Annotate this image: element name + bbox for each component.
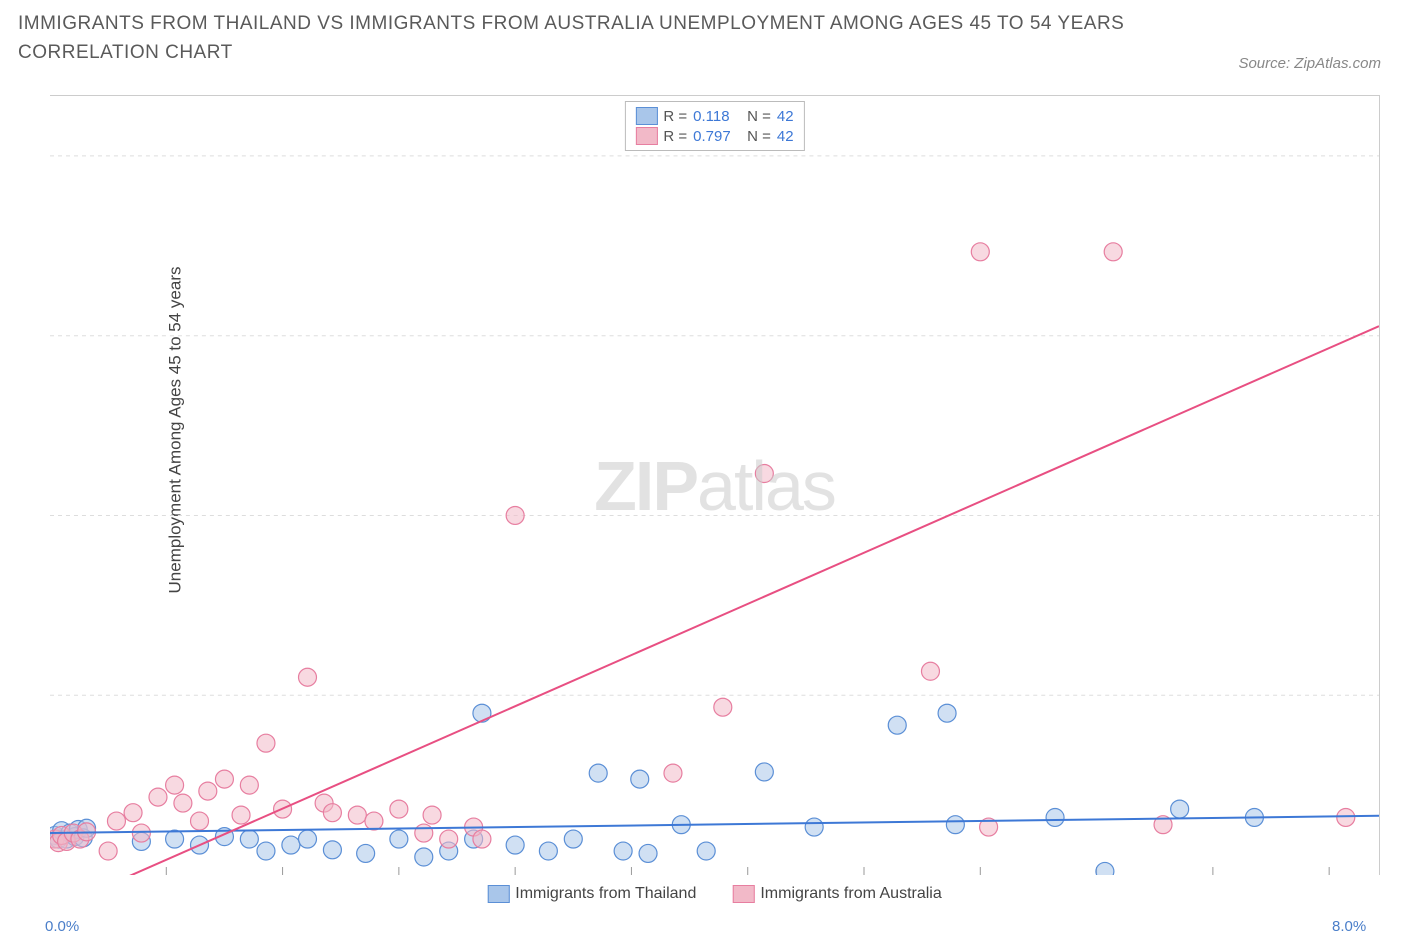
x-tick-label: 0.0% [45, 918, 79, 935]
legend-series-item: Immigrants from Thailand [487, 885, 696, 903]
legend-series-item: Immigrants from Australia [732, 885, 941, 903]
legend-swatch [732, 885, 754, 903]
n-value: 42 [777, 128, 794, 145]
source-attribution: Source: ZipAtlas.com [1238, 55, 1381, 72]
legend-series-label: Immigrants from Thailand [515, 885, 696, 903]
chart-plot-area: ZIPatlas R = 0.118 N = 42 R = 0.797 N = … [50, 95, 1380, 875]
legend-swatch [635, 107, 657, 125]
scatter-plot-svg [50, 96, 1379, 875]
n-value: 42 [777, 108, 794, 125]
legend-stat-row: R = 0.118 N = 42 [635, 106, 793, 126]
r-value: 0.118 [693, 108, 741, 125]
chart-title: IMMIGRANTS FROM THAILAND VS IMMIGRANTS F… [18, 10, 1156, 67]
legend-stat-row: R = 0.797 N = 42 [635, 126, 793, 146]
r-value: 0.797 [693, 128, 741, 145]
n-label: N = [747, 108, 771, 125]
r-label: R = [663, 128, 687, 145]
r-label: R = [663, 108, 687, 125]
series-legend: Immigrants from Thailand Immigrants from… [487, 885, 942, 903]
n-label: N = [747, 128, 771, 145]
legend-swatch [635, 127, 657, 145]
x-tick-label: 8.0% [1332, 918, 1366, 935]
legend-swatch [487, 885, 509, 903]
correlation-legend: R = 0.118 N = 42 R = 0.797 N = 42 [624, 101, 804, 151]
legend-series-label: Immigrants from Australia [760, 885, 941, 903]
